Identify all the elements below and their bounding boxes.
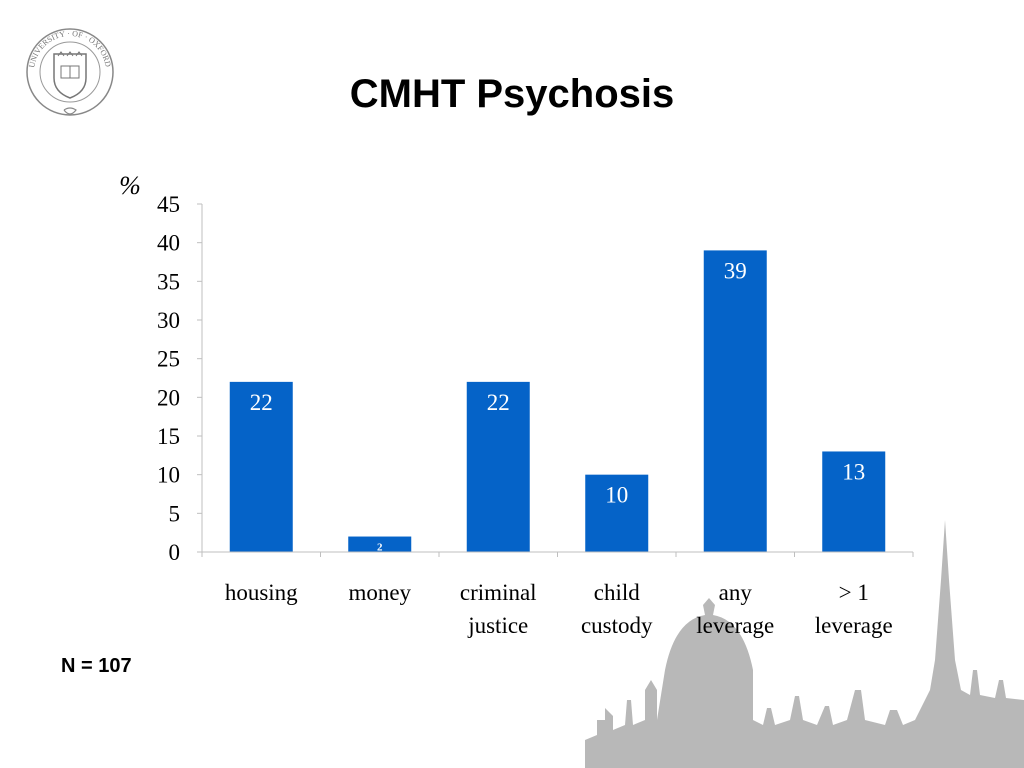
bar-data-label: 39 xyxy=(724,258,747,283)
bar xyxy=(585,474,649,552)
bar xyxy=(703,250,767,552)
y-tick-label: 15 xyxy=(157,424,180,449)
x-tick-label: housing xyxy=(225,580,298,605)
x-tick-label: justice xyxy=(467,613,528,638)
x-tick-label: custody xyxy=(581,613,653,638)
y-tick-label: 25 xyxy=(157,347,180,372)
bar xyxy=(466,381,530,552)
bar-data-label: 22 xyxy=(250,390,273,415)
slide-title: CMHT Psychosis xyxy=(349,72,675,116)
x-tick-label: child xyxy=(594,580,640,605)
y-tick-label: 30 xyxy=(157,308,180,333)
oxford-crest-icon: UNIVERSITY · OF · OXFORD xyxy=(26,28,114,116)
y-tick-label: 10 xyxy=(157,463,180,488)
bar xyxy=(822,451,886,552)
sample-size-note: N = 107 xyxy=(61,655,132,677)
y-tick-label: 40 xyxy=(157,231,180,256)
bar-data-label: 13 xyxy=(842,459,865,484)
bar-data-label: 10 xyxy=(605,483,628,508)
y-tick-label: 35 xyxy=(157,269,180,294)
x-tick-label: any xyxy=(719,580,753,605)
bar xyxy=(229,381,293,552)
y-axis-label: % xyxy=(119,171,141,200)
bar xyxy=(348,536,412,552)
x-tick-label: leverage xyxy=(696,613,774,638)
x-tick-label: > 1 xyxy=(839,580,869,605)
y-tick-label: 45 xyxy=(157,192,180,217)
bar-data-label: 22 xyxy=(487,390,510,415)
y-tick-label: 0 xyxy=(169,540,181,565)
bar-data-label: 2 xyxy=(377,542,383,554)
x-tick-label: criminal xyxy=(460,580,537,605)
y-axis: 0 5 10 15 20 25 30 35 40 45 xyxy=(157,192,203,565)
y-tick-label: 20 xyxy=(157,385,180,410)
oxford-skyline-silhouette xyxy=(585,520,1024,768)
y-tick-label: 5 xyxy=(169,501,181,526)
x-tick-label: money xyxy=(348,580,411,605)
x-tick-label: leverage xyxy=(815,613,893,638)
x-axis: housing money criminal justice child custody a… xyxy=(201,551,914,638)
